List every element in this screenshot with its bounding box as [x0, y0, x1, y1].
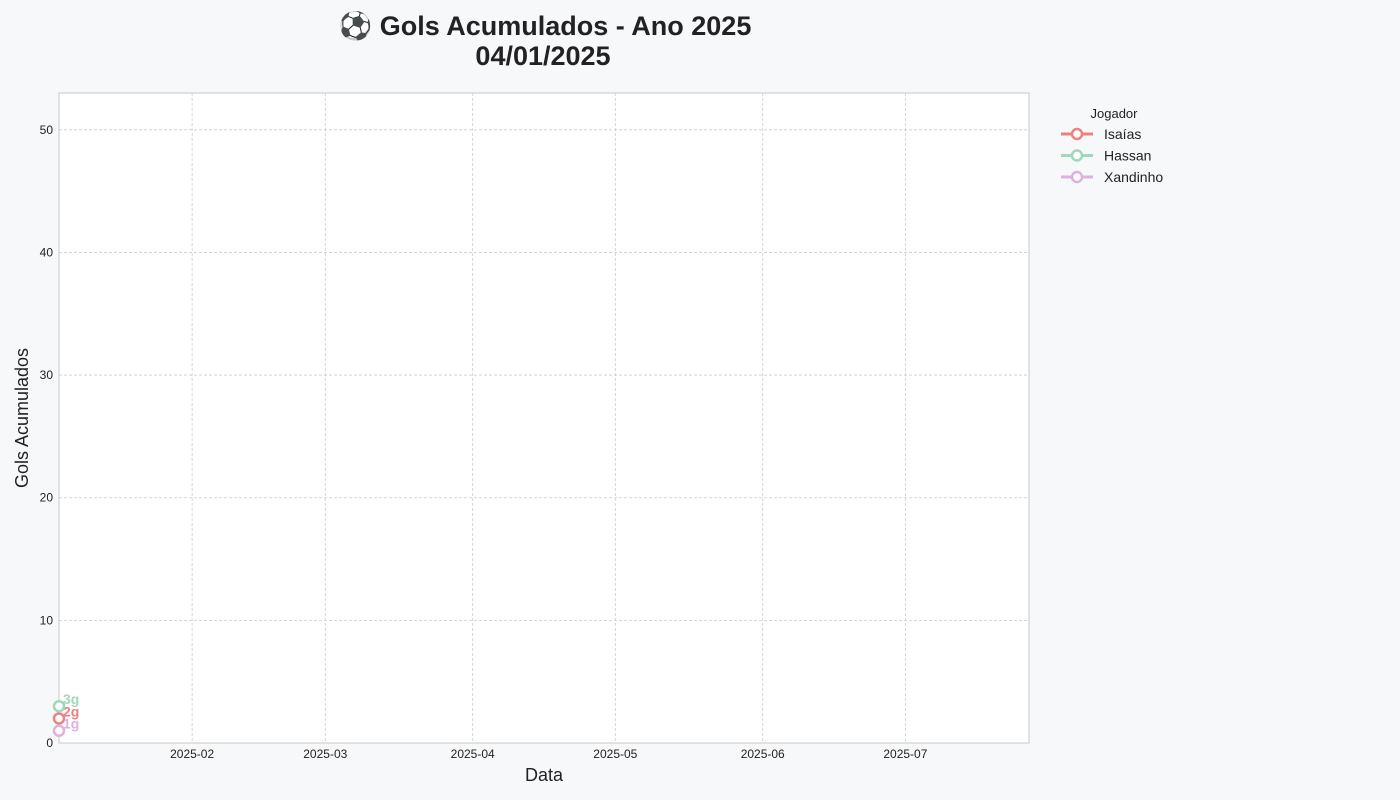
- y-tick-label: 50: [40, 123, 54, 137]
- plot-area: [58, 92, 1030, 744]
- x-tick-label: 2025-04: [451, 747, 495, 761]
- data-label: 2g: [63, 703, 79, 719]
- y-tick-label: 40: [40, 245, 54, 259]
- x-tick-label: 2025-05: [593, 747, 637, 761]
- series-xandinho: 1g: [52, 716, 79, 737]
- legend-item: Isaías: [1061, 126, 1141, 142]
- x-axis-ticks: 2025-02 2025-03 2025-04 2025-05 2025-06 2025-…: [170, 747, 928, 761]
- legend-marker: [1070, 170, 1084, 184]
- y-tick-label: 10: [40, 613, 54, 627]
- y-tick-label: 30: [40, 368, 54, 382]
- y-tick-label: 0: [46, 736, 53, 750]
- series-isaias: 2g: [52, 703, 79, 725]
- x-tick-label: 2025-02: [170, 747, 214, 761]
- legend-title: Jogador: [1091, 106, 1139, 121]
- data-point: [52, 699, 66, 713]
- legend-item: Xandinho: [1061, 169, 1163, 185]
- chart-title: ⚽ Gols Acumulados - Ano 2025: [338, 10, 752, 41]
- data-point: [52, 724, 66, 737]
- legend: Jogador Isaías Hassan Xandinho: [1061, 106, 1163, 185]
- legend-label: Xandinho: [1104, 169, 1163, 185]
- x-tick-label: 2025-03: [303, 747, 347, 761]
- legend-label: Hassan: [1104, 148, 1151, 164]
- x-tick-label: 2025-07: [883, 747, 927, 761]
- data-point: [52, 712, 66, 725]
- x-tick-label: 2025-06: [741, 747, 785, 761]
- legend-label: Isaías: [1104, 126, 1141, 142]
- data-label: 3g: [63, 691, 79, 707]
- legend-marker: [1070, 149, 1084, 162]
- data-label: 1g: [63, 716, 79, 732]
- series-hassan: 3g: [52, 691, 79, 713]
- y-axis-label: Gols Acumulados: [12, 348, 32, 488]
- chart-subtitle-date: 04/01/2025: [475, 41, 610, 71]
- y-axis-ticks: 0 10 20 30 40 50: [40, 123, 54, 750]
- y-tick-label: 20: [40, 491, 54, 505]
- grid-lines: [59, 93, 1029, 743]
- legend-item: Hassan: [1061, 148, 1151, 164]
- x-axis-label: Data: [525, 765, 564, 785]
- legend-items: Isaías Hassan Xandinho: [1061, 126, 1163, 185]
- legend-marker: [1070, 127, 1084, 141]
